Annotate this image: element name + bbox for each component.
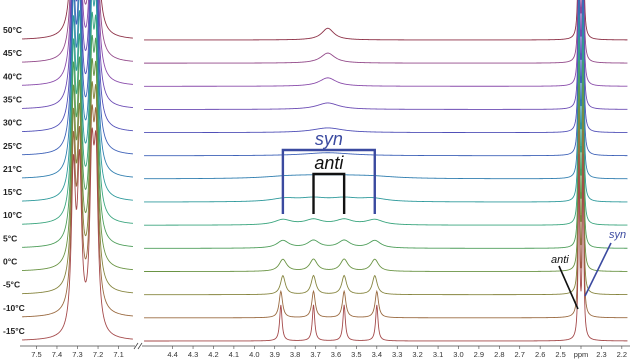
x-tick-label: 3.2 (412, 350, 422, 359)
spectrum-aliphatic-trace (144, 0, 628, 180)
spectrum-aliphatic-trace (144, 0, 628, 157)
spectrum-aliphatic-trace (144, 130, 628, 319)
axis-break-mark (133, 342, 143, 350)
x-tick-label: 3.7 (310, 350, 320, 359)
spectrum-aromatic-trace (22, 34, 133, 248)
spectrum-aromatic-trace (22, 0, 133, 156)
x-axis: 7.5 7.4 7.3 7.2 7.1 4.4 4.3 4.2 4.1 4.0 3.9 3.8 3.7 3… (20, 342, 630, 359)
temperature-label: 45°C (3, 48, 22, 58)
spectrum-aromatic-trace (22, 11, 133, 225)
spectrum-aliphatic-trace (144, 61, 628, 249)
methyl-syn-pointer (584, 242, 612, 297)
x-tick-label: 7.3 (72, 350, 82, 359)
methyl-syn-label: syn (609, 229, 626, 241)
x-tick-label: 7.2 (93, 350, 103, 359)
x-tick-label: 3.8 (290, 350, 300, 359)
spectrum-aromatic-trace (22, 81, 133, 295)
spectrum-aliphatic-trace (144, 0, 628, 64)
spectrum-aliphatic-trace (144, 38, 628, 226)
x-tick-label: 2.2 (617, 350, 627, 359)
spectra-traces (22, 0, 628, 342)
anti-label: anti (314, 153, 344, 173)
temperature-label: 5°C (3, 233, 17, 243)
syn-bracket (281, 148, 376, 214)
x-tick-label: 4.3 (188, 350, 198, 359)
spectrum-aromatic-trace (22, 0, 133, 179)
spectrum-aromatic-trace (22, 0, 133, 86)
x-tick-label: 2.5 (555, 350, 565, 359)
temperature-label: 10°C (3, 210, 22, 220)
x-tick-label: 4.0 (249, 350, 259, 359)
spectrum-aliphatic-trace (144, 0, 628, 87)
x-tick-label: 3.3 (392, 350, 402, 359)
temperature-label: 0°C (3, 257, 17, 267)
x-tick-label: ppm (574, 350, 589, 359)
temperature-label: 15°C (3, 187, 22, 197)
x-tick-label: 3.5 (351, 350, 361, 359)
x-tick-label: 4.4 (167, 350, 177, 359)
spectrum-aromatic-trace (22, 0, 133, 133)
temperature-label: 30°C (3, 118, 22, 128)
methyl-anti-label: anti (551, 254, 569, 266)
x-tick-label: 2.9 (474, 350, 484, 359)
x-tick-label: 2.6 (535, 350, 545, 359)
methyl-anti-pointer (558, 265, 579, 310)
anti-bracket (312, 172, 346, 214)
spectrum-aromatic-trace (22, 0, 133, 202)
annotations: syn anti anti syn (281, 129, 626, 310)
x-tick-label: 4.1 (229, 350, 239, 359)
spectrum-aromatic-trace (22, 104, 133, 318)
temperature-label: 50°C (3, 25, 22, 35)
syn-label: syn (315, 129, 343, 149)
spectrum-aromatic-trace (22, 0, 133, 40)
x-tick-label: 7.4 (52, 350, 62, 359)
x-tick-label: 3.1 (433, 350, 443, 359)
x-tick-label: 3.0 (453, 350, 463, 359)
temperature-label: 40°C (3, 71, 22, 81)
spectrum-aliphatic-trace (144, 0, 628, 41)
temperature-label: -5°C (3, 280, 20, 290)
spectrum-aromatic-trace (22, 58, 133, 271)
x-tick-label: 3.4 (372, 350, 382, 359)
temperature-labels: 50°C 45°C 40°C 35°C 30°C 25°C 21°C 15°C 10°C 5°C 0… (3, 25, 25, 336)
x-tick-label: 4.2 (208, 350, 218, 359)
temperature-label: -10°C (3, 303, 25, 313)
temperature-label: 35°C (3, 94, 22, 104)
x-tick-label: 2.7 (515, 350, 525, 359)
x-tick-label: 2.8 (494, 350, 504, 359)
spectrum-aliphatic-trace (144, 0, 628, 110)
x-tick-label: 7.1 (113, 350, 123, 359)
x-tick-label: 7.5 (31, 350, 41, 359)
temperature-label: -15°C (3, 326, 25, 336)
temperature-label: 25°C (3, 141, 22, 151)
spectrum-aliphatic-trace (144, 15, 628, 203)
spectrum-aliphatic-trace (144, 154, 628, 342)
spectrum-aliphatic-trace (144, 107, 628, 296)
x-tick-label: 2.3 (596, 350, 606, 359)
spectrum-aliphatic-trace (144, 0, 628, 134)
spectrum-aromatic-trace (22, 0, 133, 109)
spectrum-aromatic-trace (22, 127, 133, 341)
spectrum-aliphatic-trace (144, 84, 628, 272)
x-tick-label: 3.6 (331, 350, 341, 359)
x-tick-label: 3.9 (270, 350, 280, 359)
temperature-label: 21°C (3, 164, 22, 174)
spectrum-aromatic-trace (22, 0, 133, 63)
